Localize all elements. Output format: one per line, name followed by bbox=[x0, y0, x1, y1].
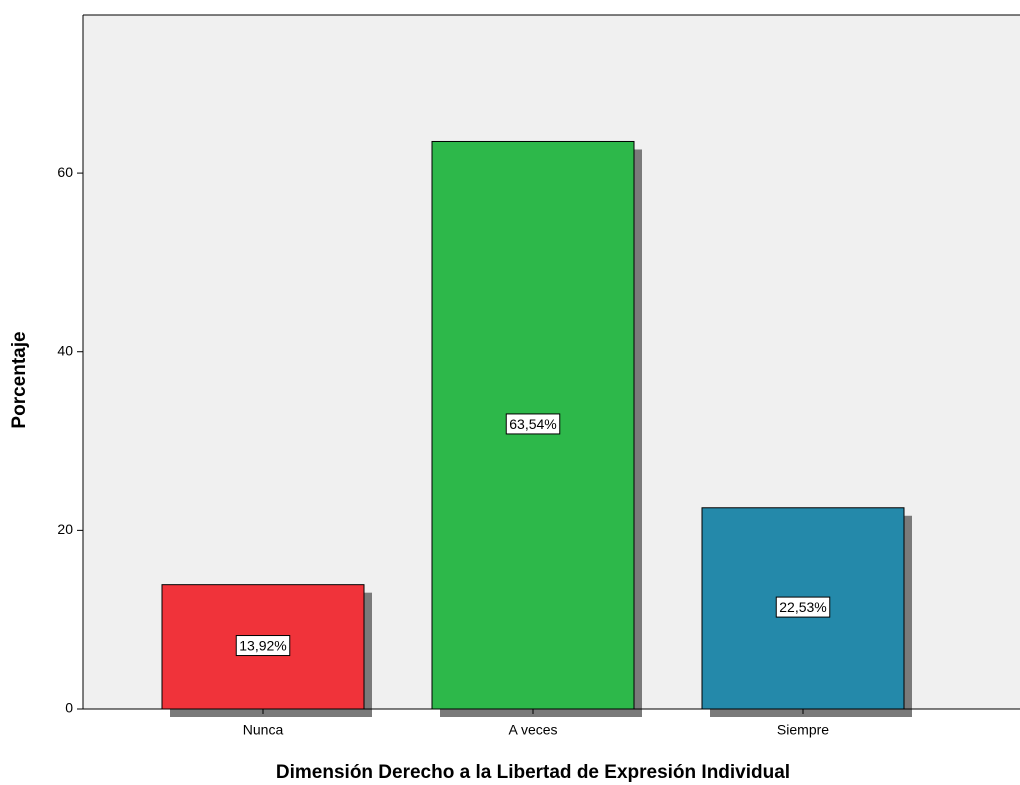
y-tick-label: 40 bbox=[57, 342, 73, 358]
value-label-box bbox=[775, 596, 831, 618]
value-label: 13,92% bbox=[239, 638, 286, 654]
x-tick-label: Siempre bbox=[777, 722, 829, 738]
y-tick-label: 60 bbox=[57, 164, 73, 180]
x-axis-title: Dimensión Derecho a la Libertad de Expre… bbox=[276, 762, 790, 783]
value-label: 22,53% bbox=[779, 599, 826, 615]
y-axis-title: Porcentaje bbox=[9, 331, 30, 428]
value-label-box bbox=[505, 413, 561, 435]
y-tick-label: 20 bbox=[57, 521, 73, 537]
value-label: 63,54% bbox=[509, 416, 556, 432]
value-label-box bbox=[235, 635, 291, 657]
x-tick-label: A veces bbox=[508, 722, 557, 738]
y-tick-label: 0 bbox=[65, 700, 73, 716]
x-tick-label: Nunca bbox=[243, 722, 284, 738]
